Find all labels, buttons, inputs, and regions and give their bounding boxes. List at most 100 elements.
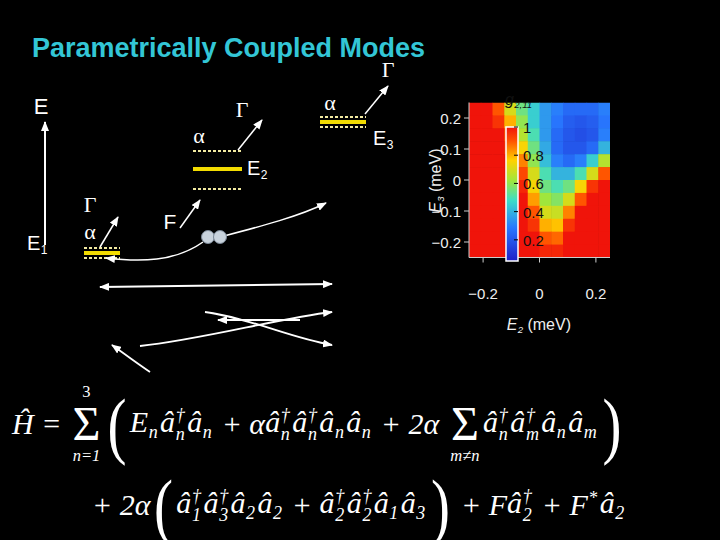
symbol: F* <box>569 488 597 522</box>
text: 1 <box>523 119 531 136</box>
text: † <box>281 406 290 425</box>
heatmap-cell <box>587 141 599 155</box>
text: (meV) <box>523 316 571 333</box>
heatmap-cell <box>587 167 599 181</box>
heatmap-cell <box>481 180 493 194</box>
text: n <box>499 425 508 444</box>
text: m <box>526 425 539 444</box>
heatmap-cell <box>551 232 563 246</box>
level-linewidth <box>193 188 242 190</box>
heatmap-cell <box>598 167 610 181</box>
gamma-label: Γ <box>84 192 97 218</box>
text: 0.8 <box>523 147 544 164</box>
symbol: â1 <box>374 486 399 524</box>
heatmap-cell <box>575 193 587 207</box>
heatmap-cell <box>575 103 587 117</box>
symbol: â†n <box>483 405 508 444</box>
text: Ĥ = <box>12 407 69 441</box>
text: â <box>319 405 334 438</box>
title: Parametrically Coupled Modes <box>32 33 425 64</box>
text: n <box>308 425 317 444</box>
text: + α <box>214 407 265 441</box>
energy-level <box>84 251 120 255</box>
drive-arrow <box>180 200 200 228</box>
text: 2 <box>335 506 344 525</box>
x-tick-label: −0.2 <box>468 285 498 302</box>
text: † <box>499 406 508 425</box>
heatmap-cell <box>563 219 575 233</box>
text: â <box>401 486 416 519</box>
energy-axis-label: E <box>34 94 49 120</box>
polariton <box>214 231 227 244</box>
heatmap-cell <box>551 141 563 155</box>
colorbar-tick <box>514 127 518 128</box>
symbol: E2 <box>247 157 267 179</box>
heatmap-cell <box>469 219 481 233</box>
gamma-label: Γ <box>382 57 395 83</box>
big-paren: ( <box>107 387 126 461</box>
dispersion-arrow <box>100 284 332 287</box>
heatmap-cell <box>481 219 493 233</box>
symbol: â3 <box>401 486 426 524</box>
heatmap-cell <box>575 219 587 233</box>
sum-sign: Σ <box>73 400 101 448</box>
heatmap-cell <box>575 232 587 246</box>
symbol: â†2 <box>347 486 372 525</box>
x-tick <box>595 258 596 263</box>
heatmap-cell <box>587 115 599 129</box>
text: F <box>164 210 177 233</box>
heatmap-cell <box>469 115 481 129</box>
colorbar-tick-label: 0.6 <box>523 175 544 192</box>
text: α <box>193 123 205 148</box>
text: â <box>346 405 361 438</box>
text: † <box>335 487 344 506</box>
equation-line: Ĥ = 3Σn=1(Enâ†nân + αâ†nâ†nânân + 2α Σm≠… <box>12 372 625 476</box>
level-linewidth <box>193 150 242 152</box>
text: 3 <box>436 196 447 201</box>
decay-arrow <box>238 120 262 150</box>
heatmap-cell <box>598 154 610 168</box>
text: E <box>247 157 260 179</box>
level-linewidth <box>84 247 120 249</box>
text: 2 <box>261 169 268 183</box>
sum: 3Σn=1 <box>73 384 101 465</box>
text: Γ <box>84 192 97 217</box>
heatmap-cell <box>540 128 552 142</box>
heatmap-cell <box>551 115 563 129</box>
indices: †2 <box>335 487 344 525</box>
heatmap-cell <box>575 141 587 155</box>
title-text: Parametrically Coupled Modes <box>32 33 425 63</box>
text: 2,11 <box>514 100 532 111</box>
symbol: ân <box>346 405 371 443</box>
symbol: E1 <box>27 232 47 254</box>
text: m <box>584 422 597 442</box>
heatmap-cell <box>481 103 493 117</box>
symbol: â†3 <box>203 486 228 525</box>
sum-sign: Σ <box>451 400 479 448</box>
text: 1 <box>389 503 398 523</box>
symbol: â2 <box>257 486 282 524</box>
heatmap-cell <box>469 206 481 220</box>
heatmap-cell <box>481 206 493 220</box>
heatmap-cell <box>493 245 505 258</box>
heatmap-cell <box>598 103 610 117</box>
heatmap-cell <box>587 219 599 233</box>
heatmap-cell <box>563 154 575 168</box>
indices: †2 <box>362 487 371 525</box>
text: E <box>130 405 148 438</box>
heatmap-cell <box>563 206 575 220</box>
text: −0.2 <box>468 285 498 302</box>
heatmap-cell <box>563 128 575 142</box>
heatmap-cell <box>493 115 505 129</box>
text: 0.2 <box>585 285 606 302</box>
heatmap-cell <box>575 115 587 129</box>
heatmap-cell <box>469 154 481 168</box>
text: † <box>176 406 185 425</box>
text: † <box>523 487 532 506</box>
heatmap-cell <box>493 128 505 142</box>
heatmap-cell <box>540 219 552 233</box>
symbol: âm <box>568 405 597 443</box>
heatmap-cell <box>551 103 563 117</box>
big-paren: ( <box>154 468 173 540</box>
colorbar-tick-label: 0.4 <box>523 203 544 220</box>
